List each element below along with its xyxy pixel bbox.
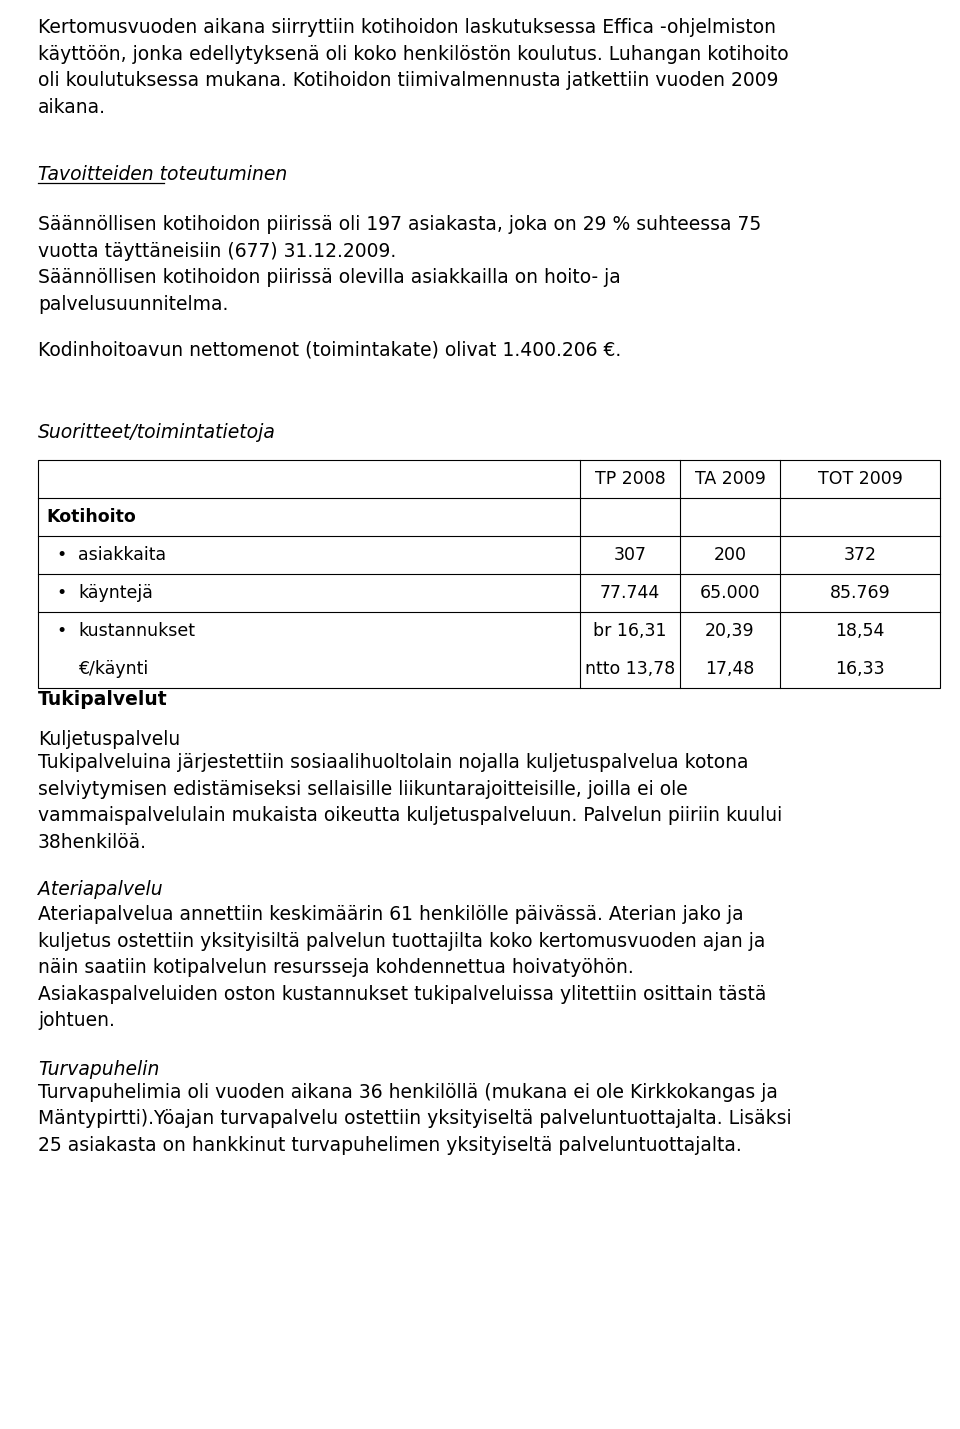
Text: 77.744: 77.744 [600,584,660,602]
Text: kustannukset: kustannukset [78,622,195,640]
Text: •: • [56,584,66,602]
Text: •: • [56,622,66,640]
Text: 200: 200 [713,546,747,564]
Text: Kodinhoitoavun nettomenot (toimintakate) olivat 1.400.206 €.: Kodinhoitoavun nettomenot (toimintakate)… [38,340,621,359]
Text: Turvapuhelimia oli vuoden aikana 36 henkilöllä (mukana ei ole Kirkkokangas ja
Mä: Turvapuhelimia oli vuoden aikana 36 henk… [38,1083,792,1155]
Text: 16,33: 16,33 [835,660,885,677]
Text: 372: 372 [844,546,876,564]
Text: Kotihoito: Kotihoito [46,507,135,526]
Text: TA 2009: TA 2009 [695,470,765,487]
Text: Tukipalvelut: Tukipalvelut [38,690,168,709]
Text: Tukipalveluina järjestettiin sosiaalihuoltolain nojalla kuljetuspalvelua kotona
: Tukipalveluina järjestettiin sosiaalihuo… [38,753,782,852]
Text: Turvapuhelin: Turvapuhelin [38,1060,159,1079]
Text: Kertomusvuoden aikana siirryttiin kotihoidon laskutuksessa Effica -ohjelmiston
k: Kertomusvuoden aikana siirryttiin kotiho… [38,19,788,117]
Text: 65.000: 65.000 [700,584,760,602]
Text: 18,54: 18,54 [835,622,885,640]
Text: 85.769: 85.769 [829,584,890,602]
Text: €/käynti: €/käynti [78,660,148,677]
Text: ntto 13,78: ntto 13,78 [585,660,675,677]
Text: Säännöllisen kotihoidon piirissä oli 197 asiakasta, joka on 29 % suhteessa 75
vu: Säännöllisen kotihoidon piirissä oli 197… [38,214,761,313]
Text: 17,48: 17,48 [706,660,755,677]
Text: asiakkaita: asiakkaita [78,546,166,564]
Text: Ateriapalvelua annettiin keskimäärin 61 henkilölle päivässä. Aterian jako ja
kul: Ateriapalvelua annettiin keskimäärin 61 … [38,905,766,1030]
Text: Kuljetuspalvelu: Kuljetuspalvelu [38,730,180,749]
Text: käyntejä: käyntejä [78,584,153,602]
Text: 20,39: 20,39 [706,622,755,640]
Text: br 16,31: br 16,31 [593,622,667,640]
Text: Suoritteet/toimintatietoja: Suoritteet/toimintatietoja [38,423,276,442]
Text: 307: 307 [613,546,646,564]
Bar [38,460,940,687]
Text: TOT 2009: TOT 2009 [818,470,902,487]
Text: Tavoitteiden toteutuminen: Tavoitteiden toteutuminen [38,164,287,184]
Text: •: • [56,546,66,564]
Text: TP 2008: TP 2008 [594,470,665,487]
Text: Ateriapalvelu: Ateriapalvelu [38,880,162,899]
